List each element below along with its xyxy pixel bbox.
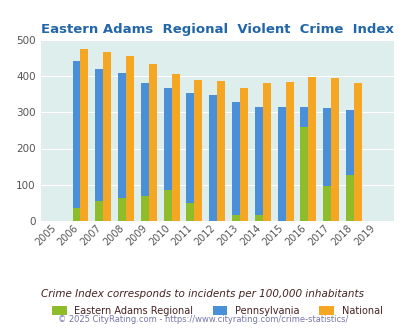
Bar	[72, 208, 80, 221]
Bar	[239, 88, 247, 221]
Bar	[277, 107, 285, 221]
Bar	[186, 93, 194, 221]
Text: © 2025 CityRating.com - https://www.cityrating.com/crime-statistics/: © 2025 CityRating.com - https://www.city…	[58, 315, 347, 324]
Bar	[285, 82, 293, 221]
Bar	[254, 215, 262, 221]
Bar	[322, 108, 330, 221]
Text: Crime Index corresponds to incidents per 100,000 inhabitants: Crime Index corresponds to incidents per…	[41, 289, 364, 299]
Bar	[149, 64, 156, 221]
Bar	[141, 83, 149, 221]
Bar	[126, 56, 134, 221]
Bar	[231, 102, 239, 221]
Bar	[308, 77, 315, 221]
Bar	[141, 196, 149, 221]
Bar	[345, 175, 353, 221]
Bar	[95, 201, 103, 221]
Bar	[171, 74, 179, 221]
Bar	[163, 88, 171, 221]
Bar	[194, 80, 202, 221]
Bar	[118, 198, 126, 221]
Title: Eastern Adams  Regional  Violent  Crime  Index: Eastern Adams Regional Violent Crime Ind…	[40, 23, 393, 36]
Legend: Eastern Adams Regional, Pennsylvania, National: Eastern Adams Regional, Pennsylvania, Na…	[48, 302, 385, 320]
Bar	[217, 81, 225, 221]
Bar	[118, 73, 126, 221]
Bar	[345, 110, 353, 221]
Bar	[300, 127, 308, 221]
Bar	[353, 83, 361, 221]
Bar	[254, 107, 262, 221]
Bar	[262, 83, 270, 221]
Bar	[231, 215, 239, 221]
Bar	[103, 51, 111, 221]
Bar	[80, 49, 88, 221]
Bar	[330, 78, 338, 221]
Bar	[72, 61, 80, 221]
Bar	[95, 69, 103, 221]
Bar	[186, 203, 194, 221]
Bar	[209, 95, 217, 221]
Bar	[300, 107, 308, 221]
Bar	[163, 190, 171, 221]
Bar	[322, 186, 330, 221]
